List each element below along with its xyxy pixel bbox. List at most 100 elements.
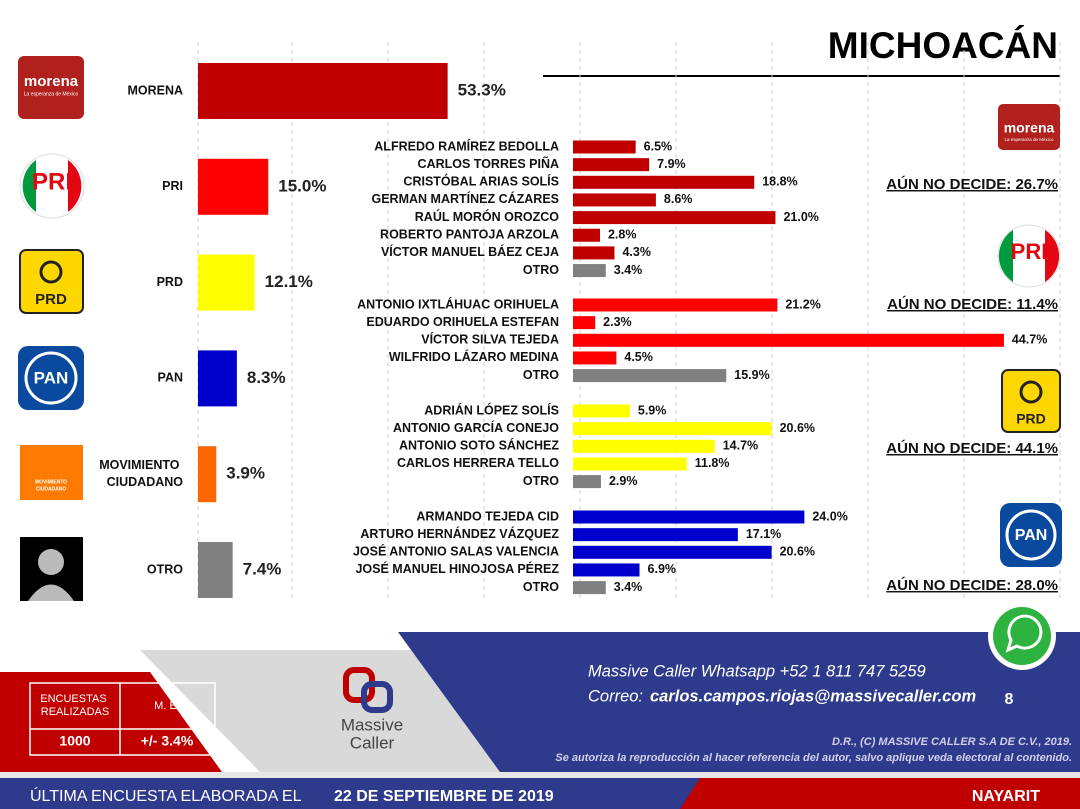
value-label: 15.0% [278, 176, 326, 195]
bar [573, 545, 772, 559]
bottom-red [680, 778, 1080, 809]
bar [198, 446, 217, 503]
value-label: 2.9% [609, 474, 638, 488]
value-label: 7.4% [243, 559, 282, 578]
logo-text: La esperanza de México [1004, 137, 1054, 142]
value-label: 6.9% [648, 562, 677, 576]
value-label: 5.9% [638, 403, 667, 417]
value-label: 3.9% [226, 464, 265, 483]
value-label: 17.1% [746, 527, 781, 541]
bar [573, 211, 776, 225]
logo-otro [20, 537, 83, 601]
logo-text: morena [24, 73, 79, 90]
value-label: 4.5% [624, 350, 653, 364]
category-label: CARLOS HERRERA TELLO [397, 456, 559, 470]
category-label: WILFRIDO LÁZARO MEDINA [389, 349, 559, 364]
value-label: 24.0% [812, 509, 847, 523]
bar [573, 316, 596, 330]
bar [573, 246, 615, 260]
value-label: 20.6% [780, 421, 815, 435]
value-label: 8.6% [664, 192, 693, 206]
category-label: ROBERTO PANTOJA ARZOLA [380, 228, 559, 242]
bar [573, 404, 630, 418]
value-label: 2.8% [608, 228, 637, 242]
bar [573, 439, 715, 453]
category-label: OTRO [523, 580, 559, 594]
category-label: EDUARDO ORIHUELA ESTEFAN [366, 315, 559, 329]
bar [198, 63, 448, 119]
value-label: 21.0% [783, 210, 818, 224]
value-label: 7.9% [657, 157, 686, 171]
email: carlos.campos.riojas@massivecaller.com [650, 687, 976, 705]
bar [573, 193, 656, 207]
value-label: 3.4% [614, 263, 643, 277]
logo-text: PRD [1016, 411, 1046, 427]
brand-text: Massive [341, 715, 403, 734]
bar [198, 350, 237, 407]
bar [573, 351, 617, 365]
footer-red [0, 672, 222, 772]
category-label: GERMAN MARTÍNEZ CÁZARES [372, 191, 560, 206]
category-label: ADRIÁN LÓPEZ SOLÍS [424, 402, 559, 417]
logo-pri: PRI [19, 153, 85, 219]
category-label: ANTONIO IXTLÁHUAC ORIHUELA [357, 296, 559, 311]
category-label: OTRO [523, 263, 559, 277]
logo-text: PRI [1011, 239, 1048, 264]
bar [573, 158, 650, 172]
bar [573, 175, 755, 189]
whatsapp: Massive Caller Whatsapp +52 1 811 747 52… [588, 662, 926, 680]
value-label: 15.9% [734, 368, 769, 382]
value-label: 44.7% [1012, 333, 1047, 347]
category-label: PRI [162, 179, 183, 193]
logo-text: CIUDADANO [36, 486, 67, 492]
logo-pri-small: PRI [997, 224, 1061, 288]
bar [573, 510, 805, 524]
logo-text: PRD [35, 291, 67, 308]
email-label: Correo: [588, 687, 643, 705]
value-label: 12.1% [265, 272, 313, 291]
notice: Se autoriza la reproducción al hacer ref… [555, 752, 1072, 764]
value-label: 8.3% [247, 368, 286, 387]
category-label: VÍCTOR SILVA TEJEDA [421, 332, 559, 347]
value-label: 3.4% [614, 580, 643, 594]
charts: MORENA 53.3% PRI 15.0% PRD 12.1% PAN 8.3% MOVIMI… [99, 63, 1058, 598]
value-label: 21.2% [785, 297, 820, 311]
logo-pan: PAN [18, 346, 84, 410]
category-label: CARLOS TORRES PIÑA [418, 156, 559, 171]
category-label: RAÚL MORÓN OROZCO [415, 209, 559, 224]
state: NAYARIT [972, 788, 1040, 805]
category-label: OTRO [523, 368, 559, 382]
category-label: ANTONIO GARCÍA CONEJO [393, 420, 559, 435]
value-label: 14.7% [723, 439, 758, 453]
bar [573, 528, 738, 542]
undecided-label: AÚN NO DECIDE: 11.4% [887, 295, 1058, 313]
table-header: M. E. [154, 700, 180, 712]
date-label: ÚLTIMA ENCUESTA ELABORADA EL [30, 786, 302, 805]
logo-mc: MOVIMIENTO CIUDADANO [20, 445, 83, 500]
category-label: ARTURO HERNÁNDEZ VÁZQUEZ [360, 526, 559, 541]
bar [573, 475, 601, 489]
logo-text: PRI [32, 168, 72, 195]
category-label: JOSÉ MANUEL HINOJOSA PÉREZ [355, 561, 559, 576]
whatsapp-icon [988, 602, 1056, 670]
table-cell: +/- 3.4% [141, 733, 194, 749]
brand-text: Caller [350, 733, 395, 752]
bar [573, 563, 640, 577]
logo-text: MOVIMIENTO [35, 479, 67, 485]
bar [198, 542, 233, 598]
survey-table [29, 682, 216, 756]
category-label: MORENA [127, 83, 183, 97]
bar [573, 422, 772, 436]
table-cell: 1000 [59, 733, 90, 749]
value-label: 2.3% [603, 315, 632, 329]
value-label: 11.8% [695, 456, 730, 470]
footer-strip [0, 772, 1080, 778]
bar [198, 254, 255, 311]
value-label: 4.3% [622, 245, 651, 259]
logo-prd-small: PRD [1001, 369, 1061, 433]
date: 22 DE SEPTIEMBRE DE 2019 [334, 788, 554, 805]
undecided-label: AÚN NO DECIDE: 44.1% [886, 439, 1058, 457]
table-header: ENCUESTAS REALIZADAS [40, 693, 109, 718]
bar [573, 264, 606, 278]
